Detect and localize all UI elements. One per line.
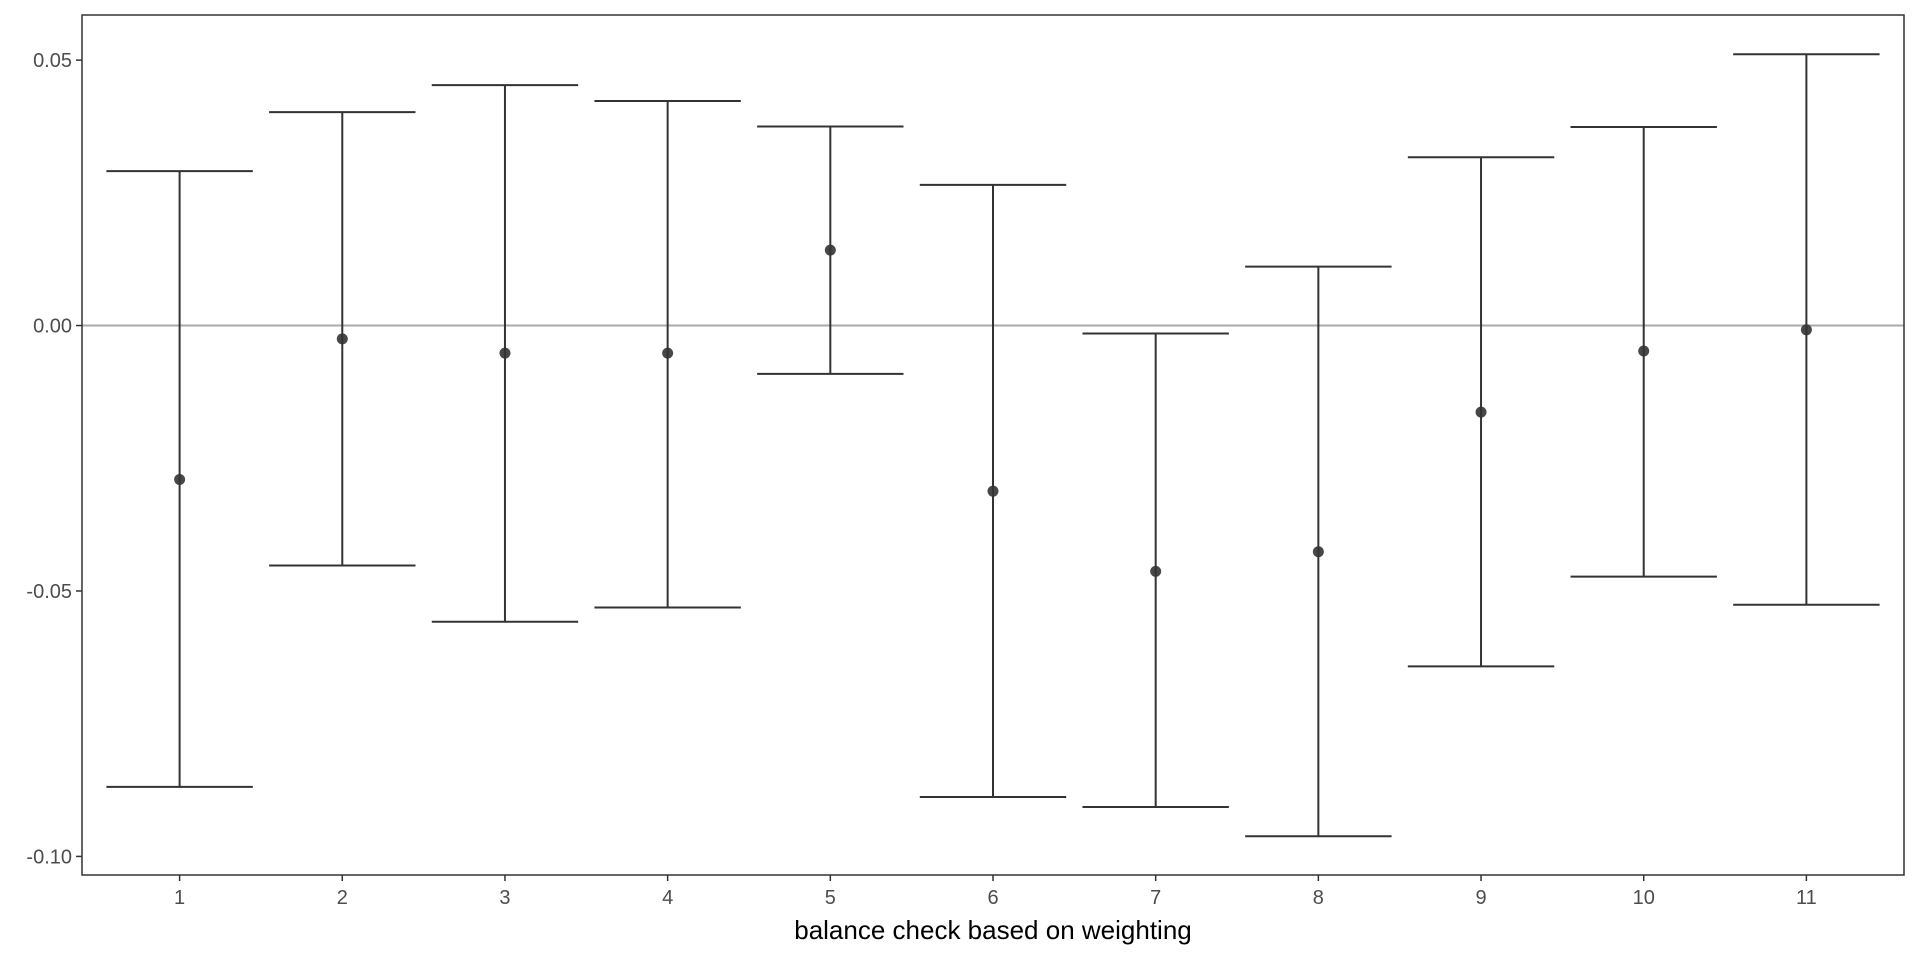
point-estimate xyxy=(336,333,348,345)
error-bar-8 xyxy=(1245,265,1392,838)
error-bar-1 xyxy=(106,170,253,788)
error-bar-4 xyxy=(594,100,741,609)
error-bar-6 xyxy=(919,183,1067,798)
x-tick-label: 1 xyxy=(174,887,185,909)
point-estimate xyxy=(824,244,836,256)
x-tick-label: 10 xyxy=(1633,887,1655,909)
point-estimate xyxy=(987,485,999,497)
x-tick-label: 2 xyxy=(337,887,348,909)
x-axis: 1 2 3 4 5 6 7 8 9 10 11 xyxy=(174,875,1817,909)
x-tick-label: 3 xyxy=(499,887,510,909)
error-bar-9 xyxy=(1407,156,1555,668)
x-tick-label: 9 xyxy=(1475,887,1486,909)
point-estimate xyxy=(1312,546,1324,558)
point-estimate xyxy=(662,347,674,359)
point-estimate xyxy=(1800,324,1812,336)
y-tick-label: 0.00 xyxy=(33,316,72,338)
x-tick-label: 11 xyxy=(1796,887,1817,909)
y-tick-label: -0.10 xyxy=(26,846,72,868)
error-bar-3 xyxy=(431,84,579,623)
y-tick-label: 0.05 xyxy=(33,50,72,72)
point-estimate xyxy=(1638,345,1650,357)
x-axis-title: balance check based on weighting xyxy=(794,915,1192,945)
y-tick-label: -0.05 xyxy=(26,581,72,603)
x-tick-label: 5 xyxy=(825,887,836,909)
y-axis: 0.05 0.00 -0.05 -0.10 xyxy=(26,50,82,868)
point-estimate xyxy=(1150,565,1162,577)
x-tick-label: 7 xyxy=(1150,887,1161,909)
x-tick-label: 6 xyxy=(987,887,998,909)
plot-panel-border xyxy=(81,14,1905,876)
x-tick-label: 4 xyxy=(662,887,673,909)
error-bar-10 xyxy=(1570,126,1717,578)
error-bar-11 xyxy=(1733,53,1880,606)
error-bars xyxy=(106,53,1880,838)
point-estimate xyxy=(174,474,186,486)
x-tick-label: 8 xyxy=(1313,887,1324,909)
point-estimate xyxy=(1475,406,1487,418)
error-bar-5 xyxy=(757,125,904,375)
error-bar-2 xyxy=(269,111,416,567)
point-estimate xyxy=(499,347,511,359)
error-bar-7 xyxy=(1082,332,1229,809)
